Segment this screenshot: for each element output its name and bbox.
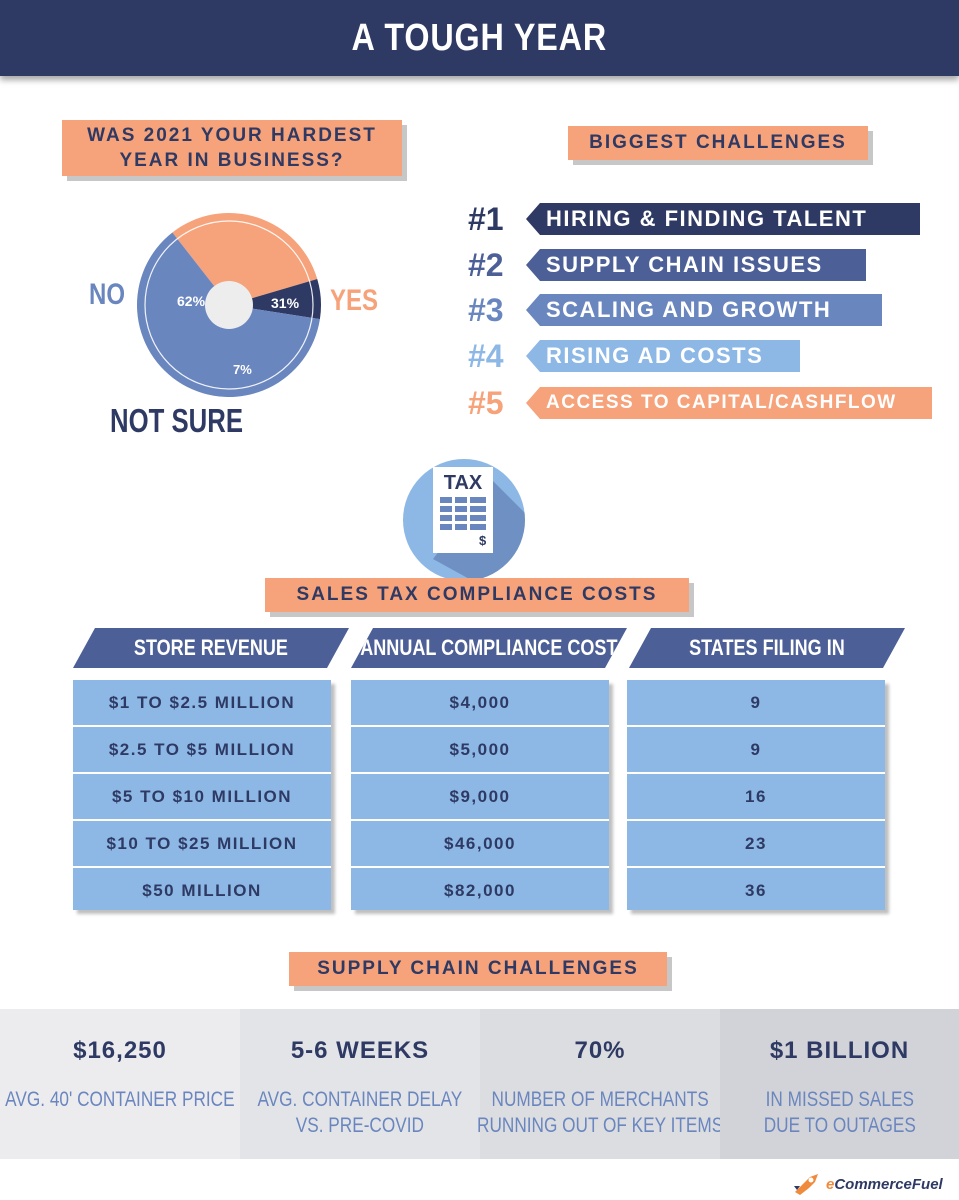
supply-stat-container-price: $16,250 AVG. 40' CONTAINER PRICE <box>0 1009 240 1159</box>
tax-title-tag: SALES TAX COMPLIANCE COSTS <box>265 578 689 612</box>
challenge-rank: #4 <box>468 337 504 374</box>
pie-slice-not-sure <box>229 279 321 320</box>
survey-pie-chart: 62% 31% 7% <box>133 209 325 401</box>
table-cell: $4,000 <box>449 693 511 712</box>
challenge-bar: SUPPLY CHAIN ISSUES <box>526 249 866 281</box>
row-divider <box>627 772 885 774</box>
row-divider <box>351 819 609 821</box>
pie-label-not-sure: NOT SURE <box>110 402 244 439</box>
slice-no-value: 62% <box>177 293 206 309</box>
challenges-title-tag: BIGGEST CHALLENGES <box>568 126 868 160</box>
pie-label-no: NO <box>89 278 125 311</box>
challenge-item: #1 HIRING & FINDING TALENT <box>468 200 920 237</box>
row-divider <box>73 725 331 727</box>
table-cell: $50 MILLION <box>142 881 262 900</box>
survey-question-tag: WAS 2021 YOUR HARDEST YEAR IN BUSINESS? <box>62 120 402 176</box>
row-divider <box>627 819 885 821</box>
challenge-bar: ACCESS TO CAPITAL/CASHFLOW <box>526 387 932 419</box>
table-cell: 9 <box>750 693 762 712</box>
challenge-item: #4 RISING AD COSTS <box>468 337 800 374</box>
challenge-rank: #1 <box>468 200 504 237</box>
table-cell: $10 TO $25 MILLION <box>106 834 298 853</box>
table-cell: 36 <box>745 881 767 900</box>
row-divider <box>627 725 885 727</box>
header-banner: A TOUGH YEAR <box>0 0 959 76</box>
row-divider <box>351 772 609 774</box>
table-cell: 23 <box>745 834 767 853</box>
row-divider <box>73 866 331 868</box>
table-header-compliance-cost: ANNUAL COMPLIANCE COST <box>351 628 627 668</box>
table-cell: 9 <box>750 740 762 759</box>
stat-value: 5-6 WEEKS <box>290 1037 430 1064</box>
row-divider <box>351 725 609 727</box>
table-header-states-filing: STATES FILING IN <box>629 628 905 668</box>
table-cell: $2.5 TO $5 MILLION <box>108 740 296 759</box>
challenge-bar: SCALING AND GROWTH <box>526 294 882 326</box>
supply-stat-missed-sales: $1 BILLION IN MISSED SALES DUE TO OUTAGE… <box>720 1009 959 1159</box>
pie-svg: 62% 31% 7% <box>136 213 321 398</box>
challenge-bar: RISING AD COSTS <box>526 340 800 372</box>
challenge-rank: #5 <box>468 384 504 421</box>
challenge-item: #5 ACCESS TO CAPITAL/CASHFLOW <box>468 384 932 421</box>
stat-value: $1 BILLION <box>769 1037 910 1064</box>
supply-stat-merchants: 70% NUMBER OF MERCHANTS RUNNING OUT OF K… <box>476 1009 724 1159</box>
challenge-item: #2 SUPPLY CHAIN ISSUES <box>468 246 866 283</box>
supply-stat-container-delay: 5-6 WEEKS AVG. CONTAINER DELAY VS. PRE-C… <box>240 1009 480 1159</box>
challenge-rank: #3 <box>468 291 504 328</box>
challenge-item: #3 SCALING AND GROWTH <box>468 291 882 328</box>
pie-label-yes: YES <box>330 284 379 317</box>
pie-center-hole <box>205 281 253 329</box>
table-column-compliance-cost: $4,000 $5,000 $9,000 $46,000 $82,000 <box>351 680 609 910</box>
stat-description: IN MISSED SALES DUE TO OUTAGES <box>763 1088 916 1137</box>
page-title: A TOUGH YEAR <box>351 16 608 59</box>
table-cell: $1 TO $2.5 MILLION <box>108 693 296 712</box>
row-divider <box>73 819 331 821</box>
challenge-bar: HIRING & FINDING TALENT <box>526 203 920 235</box>
stat-description: AVG. CONTAINER DELAY VS. PRE-COVID <box>257 1088 463 1137</box>
tax-icon-symbol: $ <box>479 533 487 548</box>
table-cell: $9,000 <box>449 787 511 806</box>
logo-text: eCommerceFuel <box>826 1175 943 1193</box>
table-cell: $5,000 <box>449 740 511 759</box>
row-divider <box>351 866 609 868</box>
table-cell: $46,000 <box>444 834 516 853</box>
tax-document-icon: TAX $ <box>403 459 525 581</box>
stat-value: 70% <box>574 1037 626 1064</box>
challenge-rank: #2 <box>468 246 504 283</box>
pie-inner-ring <box>144 220 314 390</box>
stat-value: $16,250 <box>73 1037 167 1064</box>
table-cell: $82,000 <box>444 881 516 900</box>
table-cell: 16 <box>745 787 767 806</box>
slice-yes-value: 31% <box>271 295 300 311</box>
pie-slice-yes <box>172 213 318 305</box>
table-header-store-revenue: STORE REVENUE <box>73 628 349 668</box>
stat-description: NUMBER OF MERCHANTS RUNNING OUT OF KEY I… <box>476 1088 724 1137</box>
stat-description: AVG. 40' CONTAINER PRICE <box>5 1088 235 1111</box>
ecommercefuel-logo: eCommerceFuel <box>792 1170 943 1198</box>
tax-icon-text: TAX <box>444 472 483 494</box>
supply-chain-title-tag: SUPPLY CHAIN CHALLENGES <box>289 952 667 986</box>
row-divider <box>627 866 885 868</box>
row-divider <box>73 772 331 774</box>
slice-notsure-value: 7% <box>233 362 252 377</box>
table-column-states-filing: 9 9 16 23 36 <box>627 680 885 910</box>
table-cell: $5 TO $10 MILLION <box>111 787 293 806</box>
table-column-store-revenue: $1 TO $2.5 MILLION $2.5 TO $5 MILLION $5… <box>73 680 331 910</box>
rocket-logo-icon <box>794 1174 818 1195</box>
